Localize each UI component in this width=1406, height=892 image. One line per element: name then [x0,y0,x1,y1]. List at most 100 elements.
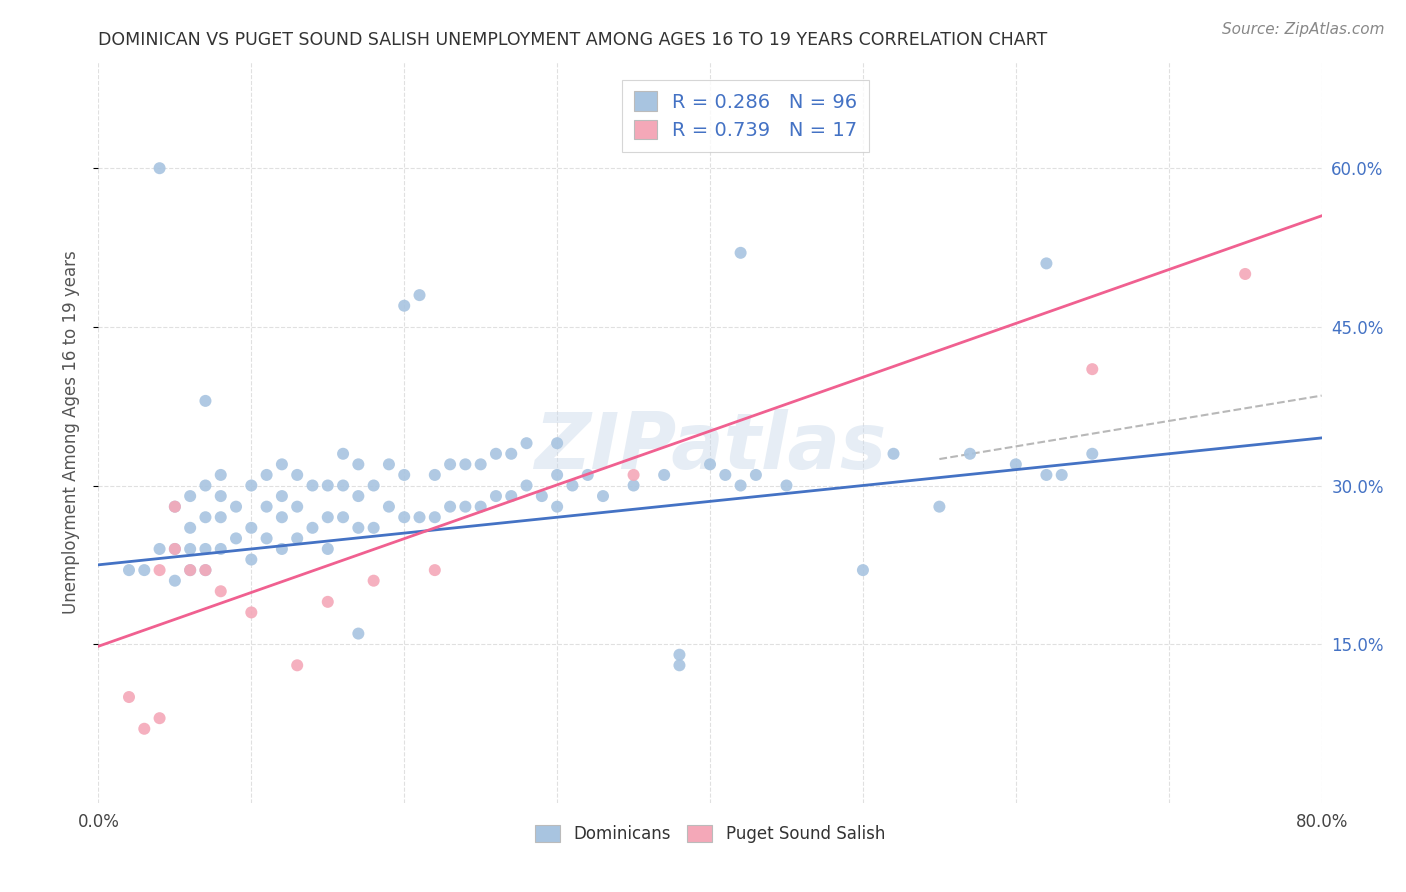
Point [408,288,430,302]
Point [194,393,217,408]
Point [149,563,172,577]
Point [225,532,247,546]
Point [378,458,401,472]
Point [194,563,217,577]
Point [347,489,370,503]
Point [256,467,278,482]
Point [316,541,339,556]
Point [240,606,263,620]
Point [285,500,308,514]
Point [347,626,370,640]
Y-axis label: Unemployment Among Ages 16 to 19 years: Unemployment Among Ages 16 to 19 years [62,251,80,615]
Point [454,500,477,514]
Point [439,500,461,514]
Point [285,658,308,673]
Point [745,467,768,482]
Point [240,552,263,566]
Point [392,510,416,524]
Point [378,500,401,514]
Point [623,478,645,492]
Point [332,478,354,492]
Point [652,467,675,482]
Point [423,510,446,524]
Point [179,563,201,577]
Point [928,500,950,514]
Point [623,467,645,482]
Point [516,478,538,492]
Point [316,478,339,492]
Point [883,447,905,461]
Point [959,447,981,461]
Point [392,299,416,313]
Text: ZIPatlas: ZIPatlas [534,409,886,485]
Text: DOMINICAN VS PUGET SOUND SALISH UNEMPLOYMENT AMONG AGES 16 TO 19 YEARS CORRELATI: DOMINICAN VS PUGET SOUND SALISH UNEMPLOY… [98,31,1047,49]
Point [149,161,172,176]
Point [134,563,156,577]
Point [546,500,568,514]
Point [347,521,370,535]
Point [470,458,492,472]
Point [485,489,508,503]
Point [561,478,583,492]
Point [699,458,721,472]
Point [852,563,875,577]
Point [408,510,430,524]
Point [363,574,385,588]
Point [270,541,292,556]
Point [730,478,752,492]
Point [285,532,308,546]
Point [730,245,752,260]
Point [592,489,614,503]
Point [285,467,308,482]
Point [179,563,201,577]
Legend: Dominicans, Puget Sound Salish: Dominicans, Puget Sound Salish [529,819,891,850]
Point [134,722,156,736]
Point [392,467,416,482]
Point [209,584,232,599]
Point [347,458,370,472]
Point [149,711,172,725]
Point [576,467,599,482]
Point [530,489,553,503]
Point [316,510,339,524]
Point [118,563,141,577]
Point [423,467,446,482]
Point [454,458,477,472]
Point [316,595,339,609]
Point [516,436,538,450]
Point [163,500,186,514]
Point [240,478,263,492]
Point [301,478,323,492]
Point [179,541,201,556]
Point [163,574,186,588]
Point [501,447,523,461]
Point [118,690,141,704]
Point [1050,467,1073,482]
Point [194,563,217,577]
Point [209,467,232,482]
Point [194,478,217,492]
Point [179,489,201,503]
Point [270,458,292,472]
Point [1081,362,1104,376]
Point [775,478,797,492]
Point [163,500,186,514]
Point [485,447,508,461]
Point [209,489,232,503]
Point [1234,267,1257,281]
Point [270,489,292,503]
Point [163,541,186,556]
Point [194,510,217,524]
Point [439,458,461,472]
Point [270,510,292,524]
Point [1035,256,1057,270]
Point [209,510,232,524]
Point [332,447,354,461]
Point [1081,447,1104,461]
Point [332,510,354,524]
Point [363,521,385,535]
Point [423,563,446,577]
Point [256,500,278,514]
Point [1004,458,1026,472]
Point [363,478,385,492]
